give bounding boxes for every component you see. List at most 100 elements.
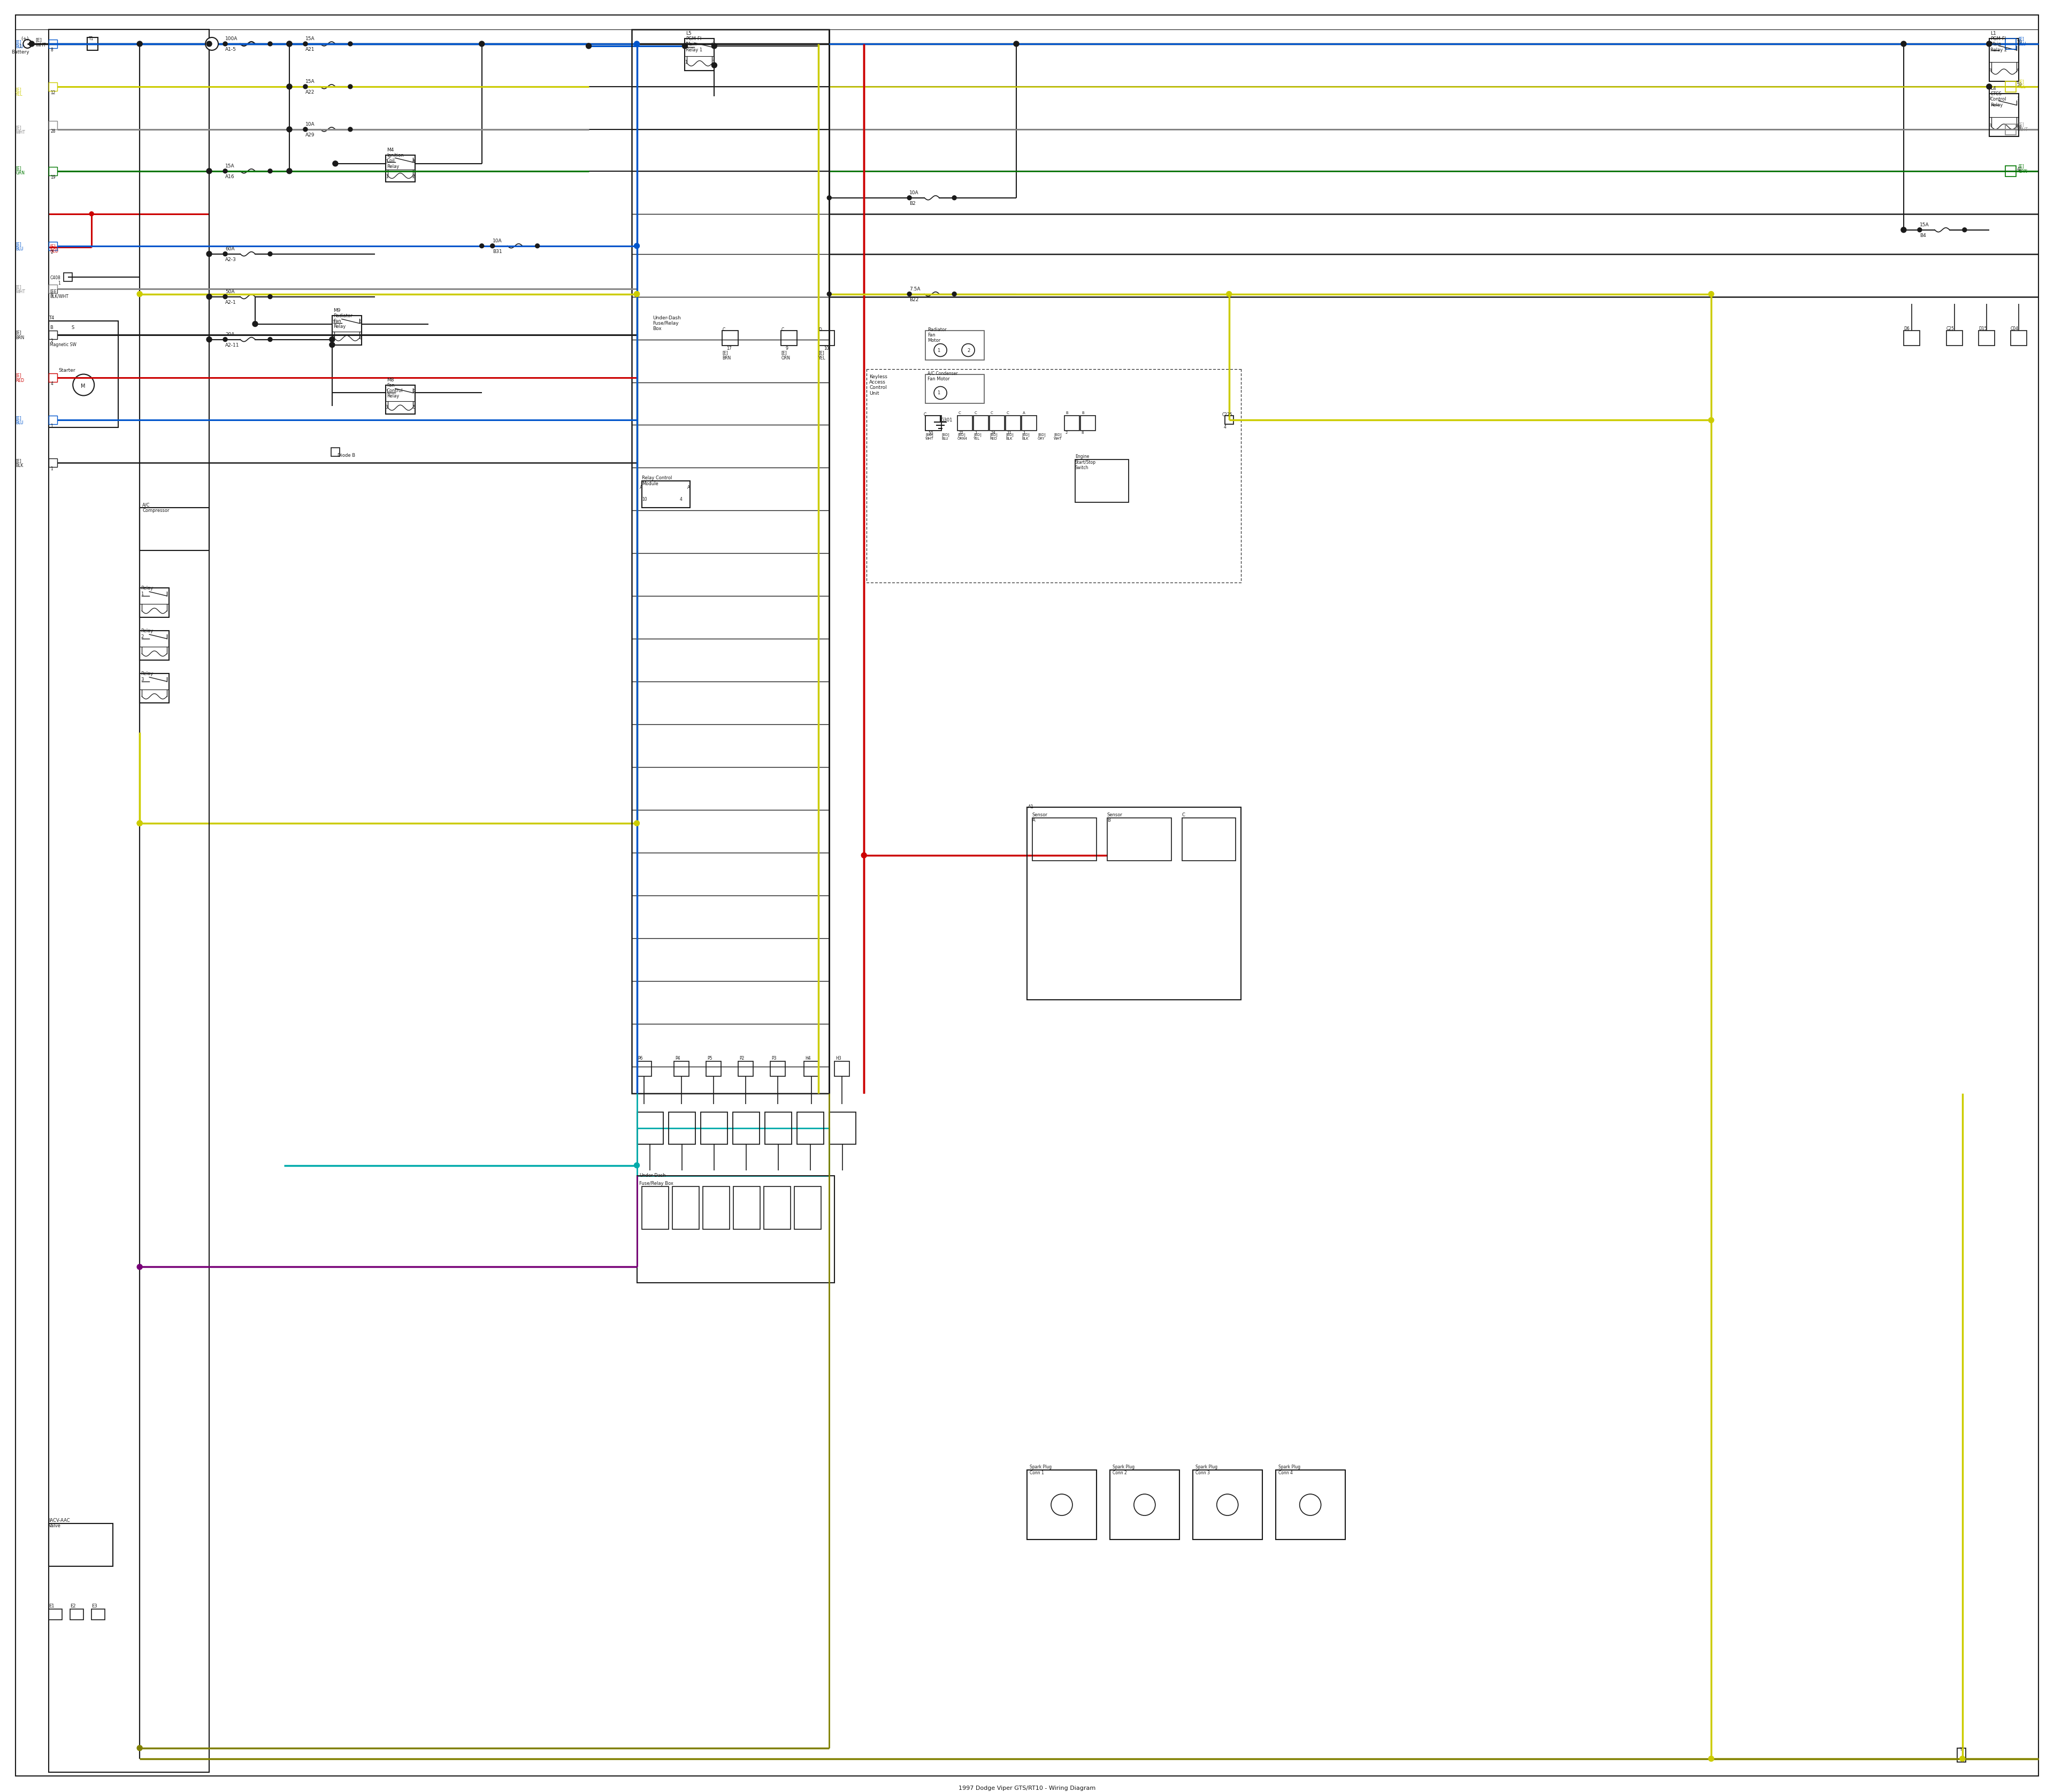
Bar: [1904, 330, 1920, 346]
Circle shape: [585, 43, 592, 48]
Text: [E]: [E]: [16, 285, 21, 289]
Bar: [2005, 81, 2015, 91]
Circle shape: [288, 41, 292, 47]
Text: B: B: [1082, 412, 1085, 414]
Circle shape: [288, 168, 292, 174]
Bar: [700, 1111, 727, 1143]
Bar: [2005, 38, 2015, 48]
Text: Under-Dash: Under-Dash: [639, 1174, 665, 1177]
Text: E3: E3: [92, 1604, 97, 1609]
Circle shape: [288, 41, 292, 47]
Circle shape: [288, 84, 292, 90]
Text: 4: 4: [413, 159, 415, 165]
Text: P3: P3: [772, 1055, 776, 1061]
Bar: [140, 631, 168, 659]
Text: L5: L5: [686, 30, 692, 36]
Text: [E]: [E]: [16, 373, 21, 378]
Text: Radiator: Radiator: [928, 328, 947, 332]
Bar: [49, 29, 210, 1772]
Bar: [1957, 1747, 1966, 1762]
Bar: [49, 459, 58, 468]
Circle shape: [1709, 1756, 1713, 1762]
Bar: [643, 480, 690, 507]
Circle shape: [253, 321, 259, 326]
Bar: [49, 285, 58, 292]
Text: [BD]
YEL: [BD] YEL: [974, 434, 982, 441]
Text: 3: 3: [386, 405, 388, 410]
Circle shape: [953, 292, 957, 296]
Circle shape: [29, 41, 35, 47]
Text: 3: 3: [1988, 124, 1992, 127]
Circle shape: [635, 821, 639, 826]
Text: 1: 1: [1023, 432, 1025, 435]
Text: 10: 10: [824, 346, 830, 351]
Bar: [1988, 93, 2019, 136]
Text: 1: 1: [937, 348, 941, 353]
Bar: [2005, 124, 2015, 134]
Text: 5: 5: [413, 405, 415, 410]
Text: ORN: ORN: [781, 355, 791, 360]
Text: B31: B31: [493, 249, 501, 254]
Text: 4: 4: [2017, 68, 2019, 72]
Bar: [49, 82, 58, 91]
Text: 1: 1: [684, 59, 688, 65]
Bar: [49, 242, 58, 251]
Bar: [49, 1609, 62, 1620]
Text: B2: B2: [910, 201, 916, 206]
Circle shape: [224, 253, 228, 256]
Bar: [49, 167, 58, 176]
Text: A21: A21: [306, 47, 314, 52]
Circle shape: [304, 84, 308, 90]
Text: 2: 2: [713, 59, 715, 65]
Circle shape: [138, 41, 142, 47]
Text: B4: B4: [1920, 233, 1927, 238]
Text: A: A: [639, 486, 643, 491]
Text: 2: 2: [51, 249, 53, 254]
Text: 9: 9: [785, 346, 789, 351]
Circle shape: [207, 168, 212, 174]
Text: 2: 2: [1066, 432, 1068, 435]
Text: Sensor
B: Sensor B: [1107, 812, 1124, 823]
Text: ETCS
Control
Relay: ETCS Control Relay: [1990, 91, 2007, 108]
Circle shape: [635, 41, 639, 47]
Text: Radiator
Fan
Relay: Radiator Fan Relay: [333, 314, 351, 330]
Text: [E]: [E]: [35, 38, 41, 43]
Text: 10A: 10A: [910, 190, 918, 195]
Text: 1: 1: [51, 292, 53, 297]
Text: G301: G301: [941, 418, 953, 423]
Text: [E]: [E]: [49, 244, 55, 249]
Bar: [834, 1061, 850, 1075]
Bar: [49, 39, 58, 48]
Text: A29: A29: [306, 133, 314, 138]
Bar: [49, 373, 58, 382]
Circle shape: [861, 853, 867, 858]
Text: [BD]
BLU: [BD] BLU: [941, 434, 949, 441]
Text: Starter: Starter: [58, 367, 76, 373]
Text: 15A: 15A: [306, 36, 314, 41]
Circle shape: [224, 337, 228, 342]
Text: 1: 1: [2017, 97, 2019, 100]
Text: 4: 4: [680, 496, 682, 502]
Text: [E]: [E]: [781, 351, 787, 355]
Circle shape: [267, 337, 273, 342]
Text: 1: 1: [2017, 41, 2019, 45]
Text: IACV-AAC
Valve: IACV-AAC Valve: [49, 1518, 70, 1529]
Circle shape: [347, 84, 353, 90]
Text: C25: C25: [1947, 326, 1953, 332]
Bar: [674, 1061, 690, 1075]
Circle shape: [1226, 292, 1232, 297]
Text: Diode B: Diode B: [337, 453, 355, 459]
Circle shape: [333, 161, 339, 167]
Text: 59: 59: [2017, 82, 2021, 88]
Text: 2: 2: [967, 348, 969, 353]
Text: T1: T1: [88, 36, 94, 41]
Text: P6: P6: [639, 1055, 643, 1061]
Bar: [764, 1186, 791, 1229]
Text: A22: A22: [306, 90, 314, 95]
Circle shape: [682, 43, 688, 48]
Text: Motor: Motor: [928, 339, 941, 342]
Circle shape: [267, 168, 273, 174]
Text: A2-3: A2-3: [226, 256, 236, 262]
Text: H4: H4: [805, 1055, 811, 1061]
Circle shape: [138, 821, 142, 826]
